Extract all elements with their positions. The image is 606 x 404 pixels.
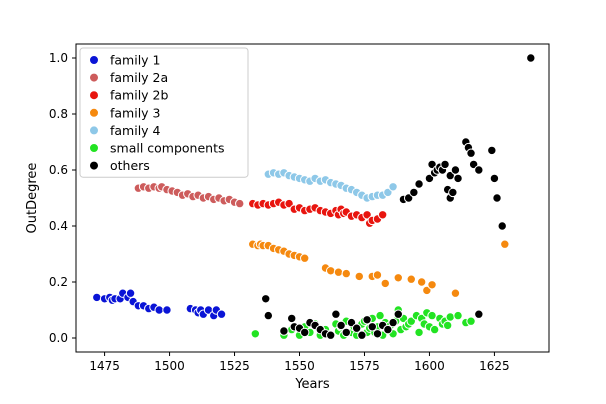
point-others [497,221,507,231]
point-others [489,173,500,184]
point-others [300,327,310,338]
legend-label: family 2a [110,70,168,85]
y-tick-label: 0.6 [49,163,68,177]
point-others [325,330,336,340]
y-tick-label: 0.4 [49,219,68,233]
point-family-3 [333,267,344,277]
x-tick-label: 1575 [349,359,380,373]
point-small-components [375,310,385,321]
point-family-3 [380,278,390,289]
legend-label: small components [110,141,225,156]
x-tick-label: 1600 [414,359,445,373]
point-family-3 [300,253,310,263]
point-others [474,165,484,175]
y-axis-ticks: 0.0 0.2 0.4 0.6 0.8 1.0 [49,51,76,345]
point-others [409,187,419,198]
point-others [372,329,383,339]
legend-marker [89,55,99,65]
legend-label: family 1 [110,53,161,68]
point-family-3 [406,274,416,284]
point-others [453,173,463,184]
point-others [414,179,424,189]
point-others [351,323,362,333]
point-small-components [442,320,453,331]
point-family-1 [125,288,136,298]
point-family-2b [377,210,388,220]
legend-label: others [110,158,150,173]
point-family-4 [388,182,398,192]
x-axis-label: Years [294,377,330,392]
point-family-3 [325,266,336,276]
point-others [367,322,377,332]
x-tick-label: 1525 [219,359,250,373]
point-family-1 [92,292,102,303]
point-others [357,330,367,340]
point-family-3 [416,277,427,287]
point-family-1 [154,305,164,315]
point-family-3 [427,280,437,290]
point-small-components [429,324,440,335]
legend: family 1 family 2a family 2b family 3 family… [79,47,249,178]
point-family-3 [372,270,383,280]
point-others [440,159,450,170]
point-others [492,193,502,203]
legend-label: family 4 [110,123,161,138]
point-others [487,145,497,156]
point-family-3 [354,271,364,282]
legend-marker [89,72,99,83]
point-others [261,294,271,304]
y-tick-label: 1.0 [49,51,68,65]
point-others [450,165,461,175]
point-others [336,320,346,331]
point-small-components [427,310,437,321]
point-family-3 [393,273,403,283]
point-others [388,317,398,328]
legend-label: family 3 [110,105,161,120]
y-tick-label: 0.8 [49,107,68,121]
point-family-3 [341,268,351,279]
y-tick-label: 0.0 [49,331,68,345]
x-axis-ticks: 1475 1500 1525 1550 1575 1600 1625 [89,352,510,373]
axes-frame [75,43,550,353]
legend-marker [89,90,99,101]
point-family-1 [216,309,227,319]
point-small-components [414,327,424,338]
point-others [448,187,458,198]
x-tick-label: 1625 [479,359,510,373]
point-others [466,148,476,158]
point-others [287,313,297,324]
point-small-components [250,329,261,339]
point-others [263,310,274,321]
point-small-components [466,316,476,326]
point-others [279,326,289,336]
point-family-2a [235,198,245,209]
plot-frame [75,43,550,353]
point-others [474,309,484,319]
point-others [526,53,536,63]
point-others [393,309,403,319]
legend-box [79,47,249,178]
legend-label: family 2b [110,88,169,103]
legend-marker [89,143,99,153]
x-tick-label: 1475 [89,359,120,373]
legend-marker [89,125,99,136]
legend-marker [89,107,99,118]
y-axis-label: OutDegree [25,163,40,234]
point-others [331,309,341,319]
y-tick-label: 0.2 [49,275,68,289]
x-tick-label: 1550 [284,359,315,373]
point-family-1 [162,305,172,315]
point-family-3 [500,239,510,249]
point-family-3 [450,288,461,298]
data-points [92,53,536,340]
point-others [341,327,351,338]
point-small-components [445,312,455,322]
legend-marker [89,160,99,171]
x-tick-label: 1500 [154,359,185,373]
point-others [362,315,372,325]
point-small-components [453,310,463,321]
point-others [383,324,393,335]
